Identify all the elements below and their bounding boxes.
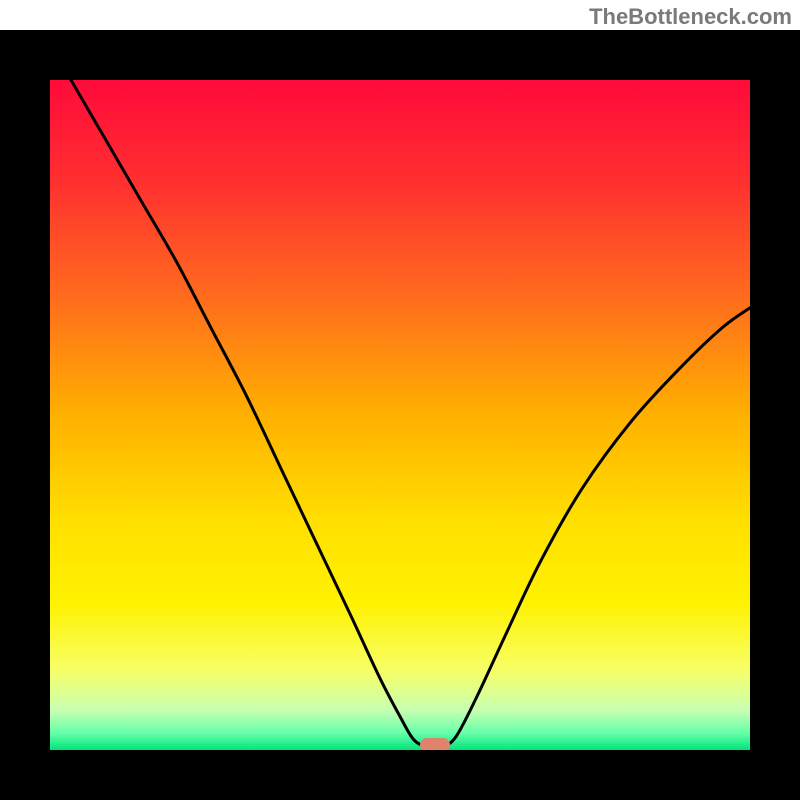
plot-area [50,80,750,750]
curve-path [71,80,750,748]
optimum-marker [420,738,450,750]
chart-container: TheBottleneck.com [0,0,800,800]
watermark-text: TheBottleneck.com [589,4,792,30]
bottleneck-curve [50,80,750,750]
